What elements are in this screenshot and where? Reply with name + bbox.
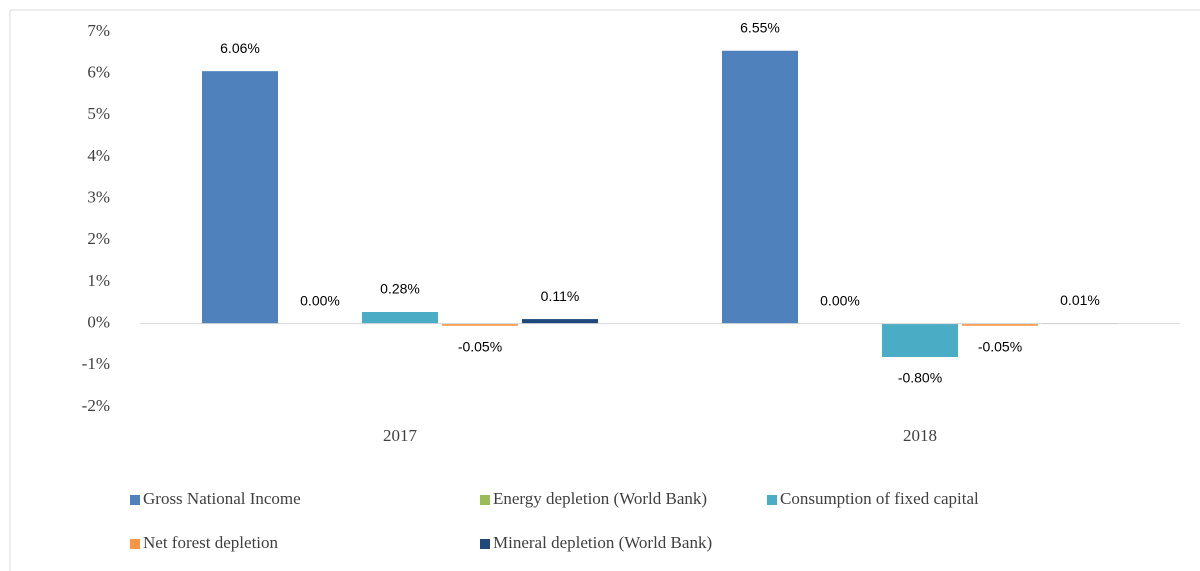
data-label: 0.11% [541, 288, 580, 304]
y-tick-label: 4% [87, 146, 110, 165]
data-label: 6.55% [740, 19, 780, 35]
legend-label: Consumption of fixed capital [780, 489, 979, 508]
data-label: -0.05% [458, 338, 502, 354]
data-label: 6.06% [220, 40, 260, 56]
data-label: 0.00% [820, 292, 860, 308]
y-tick-label: -1% [82, 354, 110, 373]
data-label: 0.01% [1060, 292, 1100, 308]
bar [202, 71, 278, 324]
y-tick-label: 6% [87, 63, 110, 82]
data-label: -0.05% [978, 338, 1022, 354]
legend-label: Mineral depletion (World Bank) [493, 533, 712, 552]
bar [362, 312, 438, 324]
y-tick-label: 7% [87, 21, 110, 40]
data-label: 0.28% [380, 281, 420, 297]
y-tick-label: 1% [87, 271, 110, 290]
bar [882, 323, 958, 357]
data-label: 0.00% [300, 292, 340, 308]
legend-swatch [480, 495, 490, 505]
y-tick-label: 3% [87, 188, 110, 207]
legend-swatch [130, 539, 140, 549]
y-tick-label: 0% [87, 313, 110, 332]
bar [442, 323, 518, 326]
bar [522, 319, 598, 324]
x-tick-label: 2017 [383, 426, 418, 445]
x-tick-label: 2018 [903, 426, 937, 445]
data-label: -0.80% [898, 370, 942, 386]
bar [722, 50, 798, 324]
legend-swatch [480, 539, 490, 549]
legend-swatch [767, 495, 777, 505]
legend-label: Gross National Income [143, 489, 301, 508]
legend-label: Net forest depletion [143, 533, 279, 552]
legend-label: Energy depletion (World Bank) [493, 489, 707, 508]
y-tick-label: 2% [87, 229, 110, 248]
y-tick-label: 5% [87, 104, 110, 123]
legend-swatch [130, 495, 140, 505]
y-tick-label: -2% [82, 396, 110, 415]
bar [962, 323, 1038, 326]
